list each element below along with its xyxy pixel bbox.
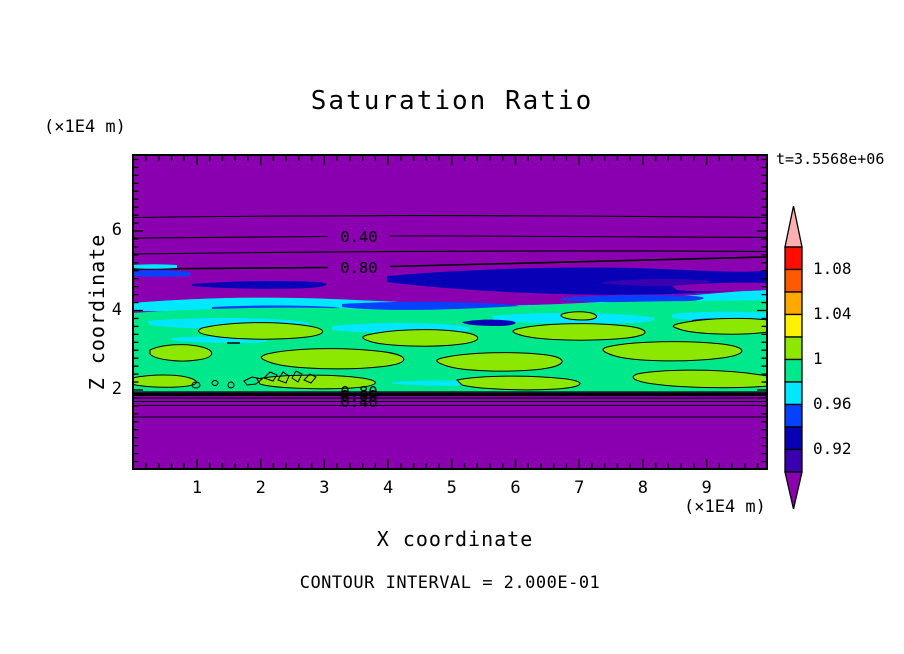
z-tick-label-2: 2 — [111, 379, 122, 399]
time-annotation: t=3.5568e+06 — [776, 150, 885, 168]
contour-label-upper-040: 0.40 — [340, 228, 377, 246]
axis-ticks — [134, 156, 766, 468]
x-tick-label-8: 8 — [637, 478, 649, 498]
colorbar-cell-4 — [784, 336, 803, 361]
colorbar-cell-5 — [784, 358, 803, 383]
x-tick-label-6: 6 — [510, 478, 521, 498]
x-tick-label-3: 3 — [319, 478, 330, 498]
colorbar-label-0.96: 0.96 — [813, 393, 852, 413]
contour-label-lower-080: 0.80 — [340, 383, 377, 401]
contour-label-lower-060: 0.60 — [340, 387, 377, 405]
x-tick-label-4: 4 — [382, 478, 394, 498]
colorbar-cell-1 — [784, 268, 803, 293]
page-title: Saturation Ratio — [310, 86, 594, 116]
colorbar-label-1: 1 — [813, 348, 823, 368]
x-tick-label-1: 1 — [191, 478, 203, 498]
colorbar-cell-2 — [784, 291, 803, 316]
y-axis-unit-label: (×1E4 m) — [44, 117, 126, 137]
colorbar-over-arrow — [784, 205, 803, 248]
colorbar-label-0.92: 0.92 — [813, 438, 852, 458]
x-tick-label-7: 7 — [574, 478, 585, 498]
colorbar — [784, 205, 803, 510]
colorbar-cell-9 — [784, 448, 803, 473]
colorbar-cell-7 — [784, 403, 803, 428]
z-tick-label-4: 4 — [111, 299, 122, 320]
colorbar-cell-3 — [784, 313, 803, 338]
colorbar-cell-0 — [784, 246, 803, 271]
z-tick-label-6: 6 — [111, 220, 122, 240]
x-axis-unit-label: (×1E4 m) — [684, 497, 766, 517]
contour-plot: 0.40 0.80 0.80 0.60 0.40 — [132, 154, 768, 470]
x-axis-title: X coordinate — [376, 527, 534, 551]
x-tick-label-2: 2 — [255, 478, 266, 498]
colorbar-cell-8 — [784, 426, 803, 451]
plot-frame — [132, 154, 768, 470]
x-tick-label-5: 5 — [446, 478, 457, 498]
colorbar-under-arrow — [784, 471, 803, 510]
colorbar-label-1.08: 1.08 — [813, 258, 852, 278]
contour-label-lower-040: 0.40 — [340, 393, 377, 411]
colorbar-label-1.04: 1.04 — [813, 303, 852, 323]
contour-label-upper-080: 0.80 — [340, 259, 377, 277]
x-tick-label-9: 9 — [701, 478, 712, 498]
contour-interval-note: CONTOUR INTERVAL = 2.000E-01 — [299, 573, 601, 593]
colorbar-cell-6 — [784, 381, 803, 406]
